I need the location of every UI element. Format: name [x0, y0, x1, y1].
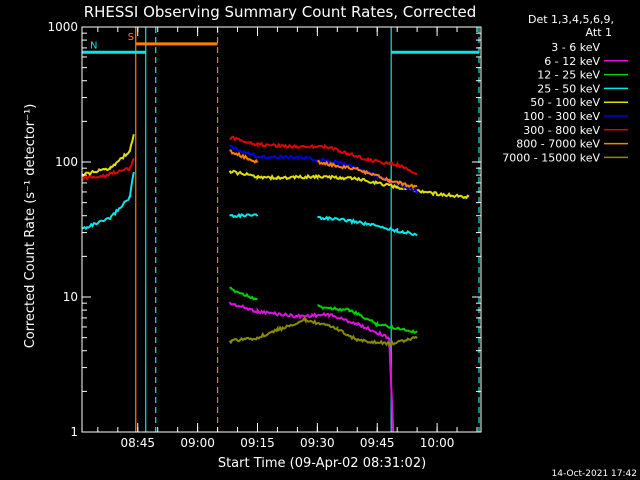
- timestamp: 14-Oct-2021 17:42: [552, 469, 637, 479]
- legend-header-line1: Det 1,3,4,5,6,9,: [528, 13, 614, 26]
- y-tick-label: 10: [63, 290, 78, 304]
- x-tick-label: 09:00: [180, 436, 215, 450]
- legend-label: 50 - 100 keV: [530, 96, 600, 109]
- legend-label: 100 - 300 keV: [523, 110, 600, 123]
- legend-label: 7000 - 15000 keV: [502, 151, 600, 164]
- legend-header-line2: Att 1: [586, 26, 612, 39]
- state-bar-label-1: N: [90, 40, 97, 51]
- legend-label: 6 - 12 keV: [544, 55, 600, 68]
- legend-label: 3 - 6 keV: [551, 41, 600, 54]
- x-tick-label: 10:00: [420, 436, 455, 450]
- x-axis-label: Start Time (09-Apr-02 08:31:02): [218, 456, 426, 471]
- axes-layer: 1 10 100 1000 08:45 09:00 09:15 09:30 09:45 10:00: [47, 20, 482, 450]
- x-tick-label: 08:45: [120, 436, 155, 450]
- y-tick-label: 1: [70, 425, 78, 439]
- series-line-3: [81, 171, 418, 237]
- y-tick-label: 1000: [47, 20, 78, 34]
- series-line-4: [81, 134, 470, 200]
- series-line-1: [228, 301, 395, 432]
- series-line-7: [229, 149, 418, 189]
- legend-label: 25 - 50 keV: [537, 82, 600, 95]
- series-line-6: [81, 135, 418, 182]
- legend-label: 300 - 800 keV: [523, 124, 600, 137]
- chart-title: RHESSI Observing Summary Count Rates, Co…: [84, 3, 477, 21]
- state-bar-label-0: S: [128, 32, 134, 43]
- axis-frame: [81, 26, 482, 433]
- y-axis-label: Corrected Count Rate (s⁻¹ detector⁻¹): [23, 104, 38, 349]
- x-tick-label: 09:45: [360, 436, 395, 450]
- series-line-2: [229, 286, 418, 335]
- legend-label: 12 - 25 keV: [537, 69, 600, 82]
- data-layer: SN: [81, 27, 480, 432]
- legend-label: 800 - 7000 keV: [516, 138, 600, 151]
- y-tick-label: 100: [55, 155, 78, 169]
- series-line-8: [228, 316, 418, 347]
- x-tick-label: 09:15: [240, 436, 275, 450]
- x-tick-label: 09:30: [300, 436, 335, 450]
